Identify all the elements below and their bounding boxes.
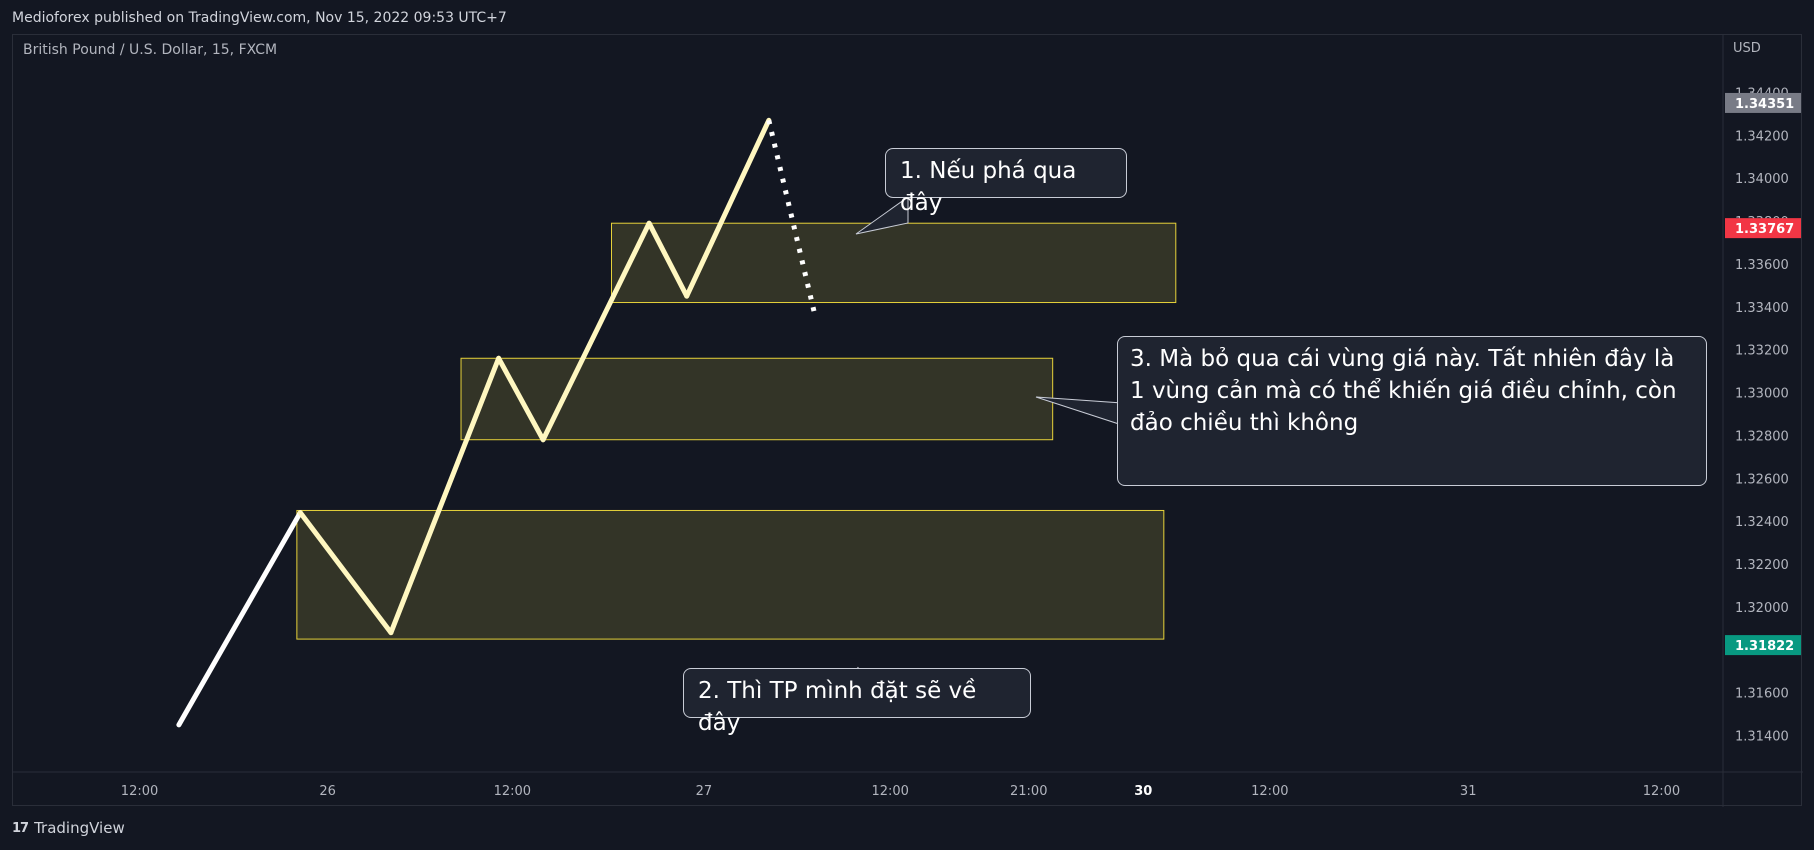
- x-tick-label: 12:00: [121, 784, 158, 799]
- path-segment-5: [540, 220, 652, 443]
- x-tick-label: 12:00: [494, 784, 531, 799]
- zone-3: [296, 509, 1165, 640]
- y-tick-label: 1.31400: [1735, 730, 1789, 745]
- x-tick-label: 26: [319, 784, 336, 799]
- top-bar: Medioforex published on TradingView.com,…: [0, 0, 1814, 34]
- y-tick-label: 1.34000: [1735, 172, 1789, 187]
- y-tick-label: 1.32200: [1735, 558, 1789, 573]
- price-labels: 1.34351 1.33767 1.31822: [1725, 92, 1801, 656]
- y-tick-label: 1.33600: [1735, 258, 1789, 273]
- y-tick-label: 1.32400: [1735, 515, 1789, 530]
- x-tick-label: 12:00: [1251, 784, 1288, 799]
- x-tick-label: 27: [696, 784, 713, 799]
- y-tick-label: 1.33000: [1735, 387, 1789, 402]
- publisher-line: Medioforex published on TradingView.com,…: [12, 10, 507, 26]
- price-label-bg-2: [1725, 218, 1801, 239]
- x-tick-label: 21:00: [1010, 784, 1047, 799]
- callout-skip-zone: 3. Mà bỏ qua cái vùng giá này. Tất nhiên…: [1117, 336, 1707, 486]
- zone-2: [460, 357, 1054, 441]
- callout-take-profit: 2. Thì TP mình đặt sẽ về đây: [683, 668, 1031, 736]
- y-tick-label: 1.32600: [1735, 472, 1789, 487]
- x-tick-label: 12:00: [871, 784, 908, 799]
- y-tick-label: 1.31600: [1735, 687, 1789, 702]
- path-segment-3: [388, 355, 502, 636]
- callout-1-tail: [855, 196, 909, 235]
- path-segment-1: [176, 510, 303, 728]
- path-segment-7: [684, 117, 772, 299]
- path-segment-2: [297, 510, 394, 636]
- path-segment-4: [496, 355, 546, 443]
- y-tick-label: 1.34200: [1735, 129, 1789, 144]
- series-layer: [176, 117, 818, 728]
- x-axis-ticks: 12:00 26 12:00 27 12:00 21:00 30 12:00 31 12:00: [121, 784, 1680, 799]
- footer-brand-text: TradingView: [34, 819, 125, 837]
- zone-1: [611, 222, 1177, 304]
- currency-label: USD: [1733, 41, 1761, 56]
- tradingview-logo-icon: 17: [12, 820, 29, 836]
- zones-layer: [296, 222, 1177, 640]
- x-tick-label: 30: [1134, 784, 1152, 799]
- y-tick-label: 1.32000: [1735, 601, 1789, 616]
- x-tick-label: 31: [1460, 784, 1477, 799]
- price-label-bg-3: [1725, 635, 1801, 656]
- footer-brand[interactable]: 17 TradingView: [12, 816, 312, 840]
- symbol-title: British Pound / U.S. Dollar, 15, FXCM: [23, 42, 277, 58]
- x-tick-label: 12:00: [1643, 784, 1680, 799]
- price-label-1: 1.34351: [1735, 97, 1794, 112]
- y-tick-label: 1.32800: [1735, 429, 1789, 444]
- callout-breakout: 1. Nếu phá qua đây: [885, 148, 1127, 216]
- price-label-3: 1.31822: [1735, 639, 1794, 654]
- price-label-bg-1: [1725, 92, 1801, 113]
- y-tick-label: 1.33400: [1735, 301, 1789, 316]
- path-segment-6: [646, 220, 690, 299]
- y-tick-label: 1.33200: [1735, 344, 1789, 359]
- price-label-2: 1.33767: [1735, 222, 1794, 237]
